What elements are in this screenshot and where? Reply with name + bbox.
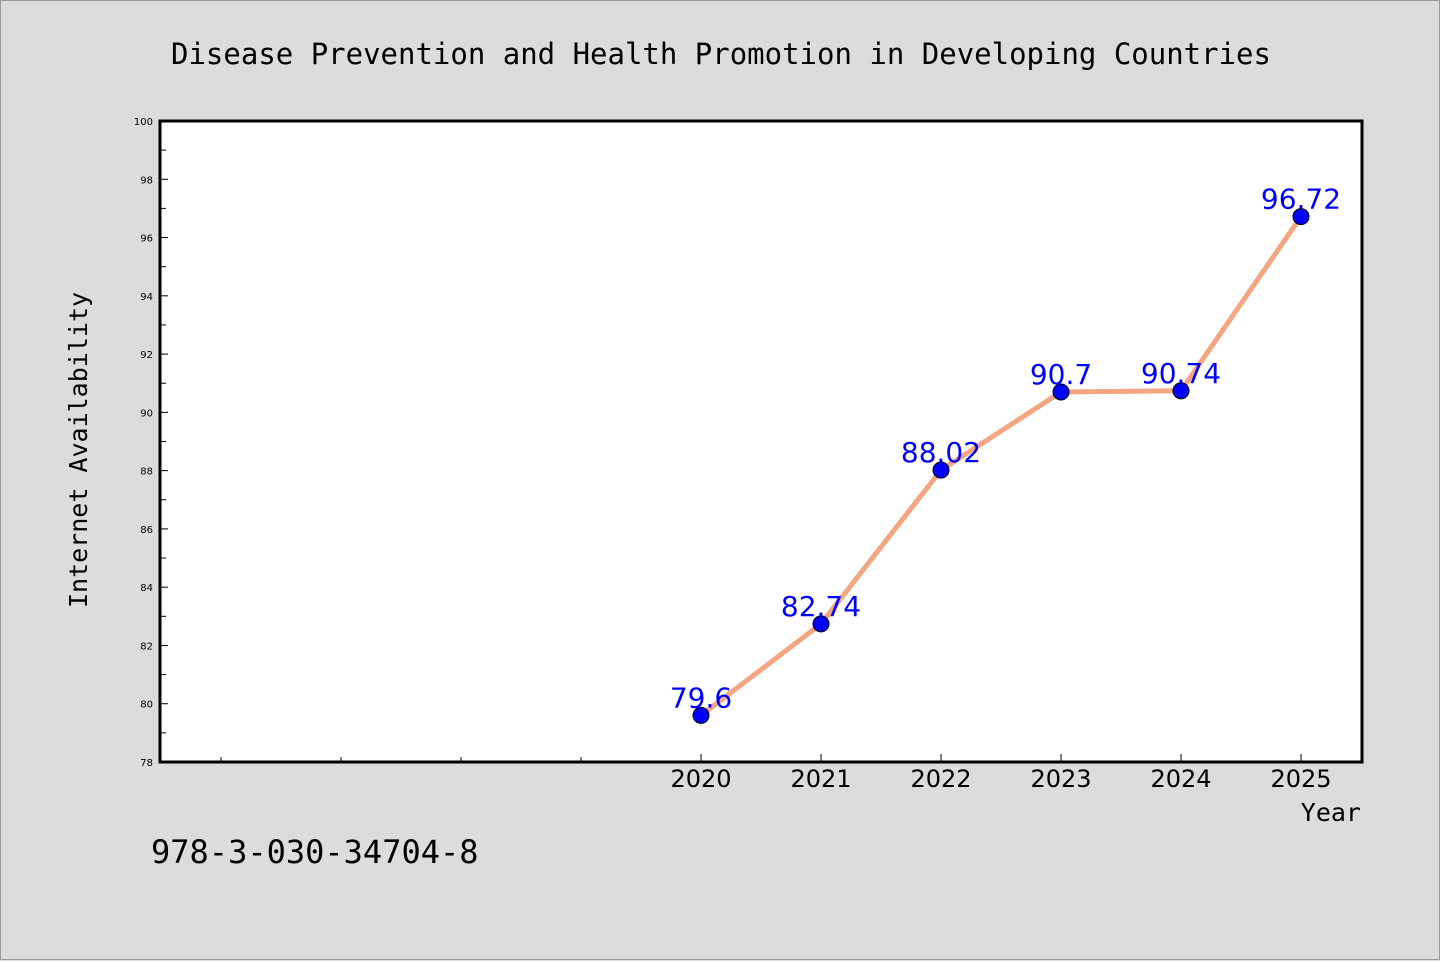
y-tick-label: 90 [140, 408, 153, 419]
y-tick-label: 86 [140, 525, 153, 536]
x-axis: 2020 2021 2022 2023 2024 2025 [220, 754, 1332, 793]
data-point [1052, 383, 1070, 401]
data-label: 90.74 [1141, 357, 1221, 390]
y-axis: 78 80 82 84 86 88 90 92 94 96 98 100 [134, 117, 168, 769]
data-point [692, 706, 710, 724]
x-tick-label: 2024 [1150, 765, 1211, 793]
x-tick-label: 2021 [790, 765, 851, 793]
x-tick-label: 2025 [1270, 765, 1331, 793]
data-label: 96.72 [1261, 183, 1341, 216]
y-tick-label: 78 [140, 758, 153, 769]
plot-area [158, 119, 1364, 764]
series-layer: 79.6 82.74 88.02 90.7 90.74 96.72 [670, 183, 1341, 724]
data-point [1292, 208, 1310, 226]
y-tick-label: 98 [140, 175, 153, 186]
footer-code: 978-3-030-34704-8 [151, 833, 479, 871]
x-axis-label: Year [1301, 798, 1361, 827]
y-axis-label: Internet Availability [64, 292, 93, 608]
x-tick-label: 2023 [1030, 765, 1091, 793]
data-point [812, 615, 830, 633]
y-tick-label: 88 [140, 467, 153, 478]
y-tick-label: 100 [134, 117, 153, 128]
series-line [698, 214, 1304, 718]
y-tick-label: 96 [140, 234, 153, 245]
data-point [932, 461, 950, 479]
y-tick-label: 94 [140, 292, 153, 303]
y-tick-label: 92 [140, 350, 153, 361]
data-label: 79.6 [670, 681, 732, 714]
y-tick-label: 84 [140, 583, 153, 594]
x-tick-label: 2020 [670, 765, 731, 793]
y-tick-label: 82 [140, 641, 153, 652]
x-tick-label: 2022 [910, 765, 971, 793]
data-point [1172, 382, 1190, 400]
data-label: 90.7 [1030, 358, 1092, 391]
y-tick-label: 80 [140, 700, 153, 711]
data-label: 82.74 [781, 590, 861, 623]
data-label: 88.02 [901, 436, 981, 469]
chart-title: Disease Prevention and Health Promotion … [171, 37, 1271, 71]
